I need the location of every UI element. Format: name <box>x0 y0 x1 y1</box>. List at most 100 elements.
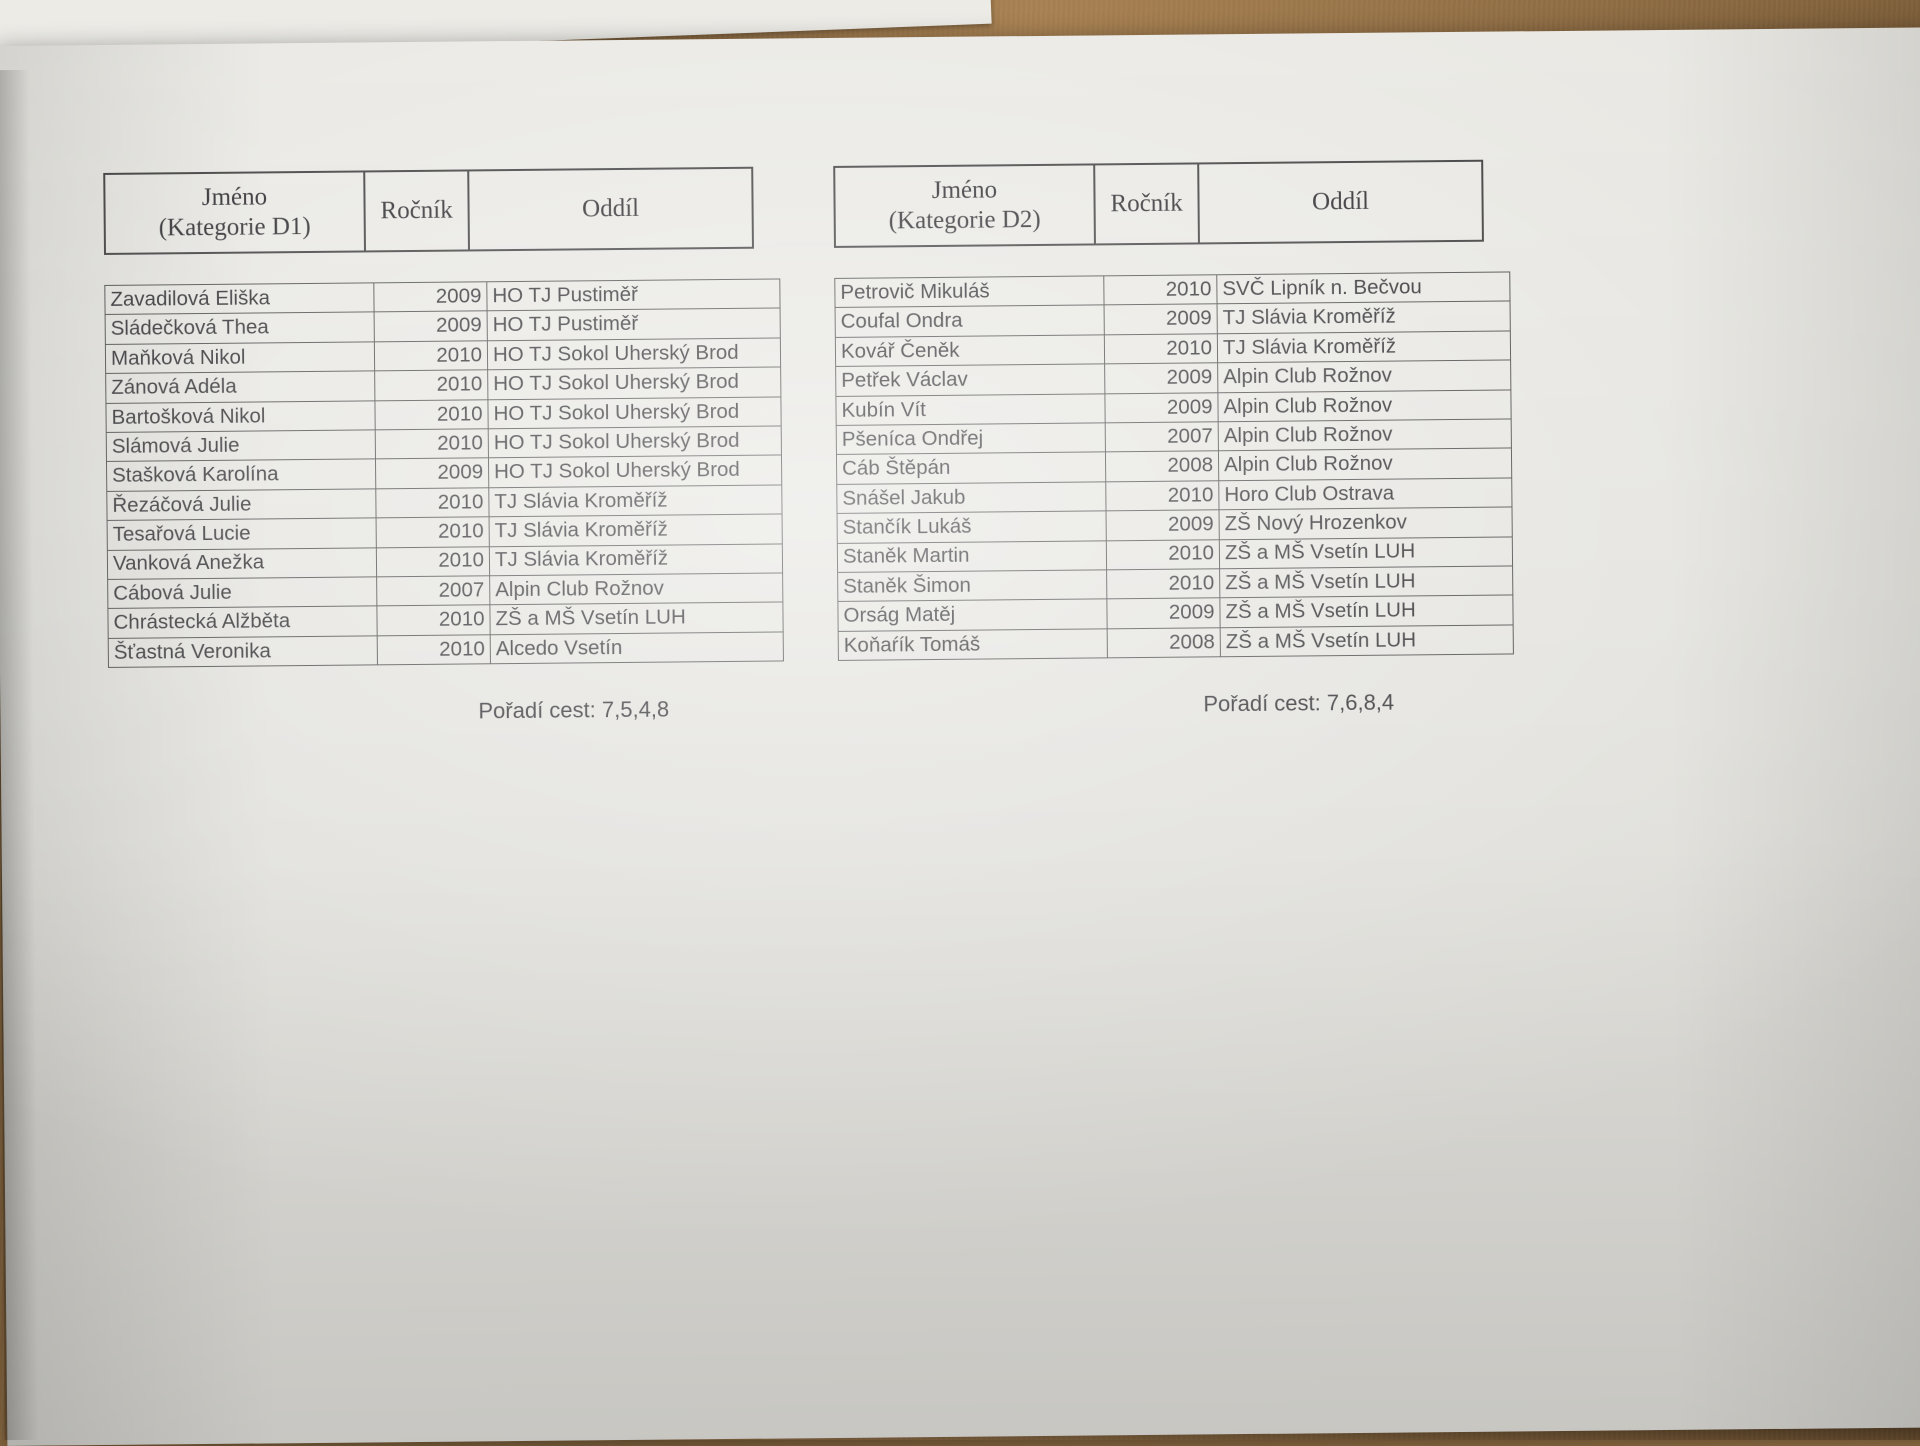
cell-club: TJ Slávia Kroměříž <box>489 514 783 547</box>
cell-name: Stančík Lukáš <box>837 510 1107 543</box>
cell-name: Slámová Julie <box>106 429 376 462</box>
footnote-d1: Pořadí cest: 7,5,4,8 <box>478 696 670 724</box>
cell-year: 2010 <box>374 340 488 372</box>
cell-year: 2010 <box>376 516 490 548</box>
cell-year: 2009 <box>1106 509 1220 541</box>
cell-club: TJ Slávia Kroměříž <box>488 484 783 517</box>
cell-name: Bartošková Nikol <box>105 400 376 433</box>
cell-year: 2010 <box>1106 568 1220 600</box>
cell-club: TJ Slávia Kroměříž <box>1217 301 1511 334</box>
cell-club: HO TJ Pustiměř <box>487 308 781 341</box>
cell-name: Kubín Vít <box>835 393 1106 426</box>
cell-club: Alpin Club Rožnov <box>1217 389 1512 422</box>
cell-club: ZŠ a MŠ Vsetín LUH <box>1219 565 1513 599</box>
cell-club: HO TJ Sokol Uherský Brod <box>487 396 782 429</box>
cell-name: Koňaŕík Tomáš <box>838 628 1108 661</box>
header-name-line2: (Kategorie D1) <box>158 212 311 242</box>
cell-club: Alcedo Vsetín <box>490 631 784 664</box>
header-row: Jméno (Kategorie D1) Ročník Oddíl <box>104 167 753 254</box>
cell-name: Petřek Václav <box>835 364 1105 396</box>
header-cell-name: Jméno (Kategorie D2) <box>834 164 1095 247</box>
header-name-line2: (Kategorie D2) <box>888 205 1041 235</box>
cell-year: 2010 <box>376 605 491 636</box>
cell-year: 2010 <box>376 546 490 577</box>
cell-name: Staněk Martin <box>837 540 1107 573</box>
cell-club: Horo Club Ostrava <box>1218 477 1512 510</box>
header-row: Jméno (Kategorie D2) Ročník Oddíl <box>834 160 1483 247</box>
cell-name: Řezáčová Julie <box>106 488 377 521</box>
header-cell-club: Oddíl <box>1198 160 1483 244</box>
cell-club: Alpin Club Rožnov <box>1218 418 1512 452</box>
cell-name: Cábová Julie <box>107 576 377 609</box>
document-content: Jméno (Kategorie D1) Ročník Oddíl Zavadi… <box>0 27 1920 1446</box>
cell-club: HO TJ Pustiměř <box>486 278 781 312</box>
cell-year: 2008 <box>1107 627 1221 658</box>
cell-club: ZŠ Nový Hrozenkov <box>1219 507 1513 540</box>
cell-year: 2010 <box>1103 274 1218 306</box>
table-category-d1: Jméno (Kategorie D1) Ročník Oddíl <box>103 167 754 255</box>
cell-year: 2009 <box>373 281 488 313</box>
table-body-d1: Zavadilová Eliška 2009 HO TJ Pustiměř Sláde… <box>104 278 784 668</box>
cell-name: Maňková Nikol <box>105 341 375 374</box>
cell-name: Orság Matěj <box>837 599 1108 632</box>
cell-name: Snášel Jakub <box>836 481 1107 514</box>
cell-club: HO TJ Sokol Uherský Brod <box>488 425 782 459</box>
cell-year: 2009 <box>374 311 488 342</box>
cell-year: 2008 <box>1105 451 1219 482</box>
cell-year: 2009 <box>375 458 489 489</box>
cell-name: Kovář Čeněk <box>835 334 1105 367</box>
cell-name: Zánová Adéla <box>105 371 375 404</box>
cell-year: 2009 <box>1104 362 1218 394</box>
cell-club: TJ Slávia Kroměříž <box>489 543 783 576</box>
header-cell-year: Ročník <box>1094 163 1199 245</box>
header-name-line1: Jméno <box>931 175 998 204</box>
cell-club: SVČ Lipník n. Bečvou <box>1216 271 1511 305</box>
cell-name: Coufal Ondra <box>835 305 1105 338</box>
table-row: Šťastná Veronika 2010 Alcedo Vsetín <box>108 631 784 668</box>
cell-name: Šťastná Veronika <box>108 635 378 668</box>
header-name-line1: Jméno <box>201 182 268 211</box>
cell-name: Cáb Štěpán <box>836 452 1106 485</box>
cell-year: 2010 <box>375 428 489 460</box>
table-row: Koňaŕík Tomáš 2008 ZŠ a MŠ Vsetín LUH <box>838 624 1514 661</box>
cell-year: 2009 <box>1104 392 1219 423</box>
cell-club: Alpin Club Rožnov <box>1217 360 1511 393</box>
cell-club: ZŠ a MŠ Vsetín LUH <box>1220 624 1514 657</box>
cell-name: Tesařová Lucie <box>107 517 377 550</box>
cell-name: Sládečková Thea <box>105 312 375 345</box>
cell-year: 2010 <box>375 487 490 518</box>
cell-club: HO TJ Sokol Uherský Brod <box>487 337 781 370</box>
cell-year: 2010 <box>374 369 488 401</box>
cell-club: HO TJ Sokol Uherský Brod <box>488 455 782 488</box>
cell-club: ZŠ a MŠ Vsetín LUH <box>1219 595 1514 628</box>
cell-year: 2010 <box>1105 480 1220 511</box>
cell-club: HO TJ Sokol Uherský Brod <box>487 367 781 400</box>
cell-year: 2009 <box>1104 304 1218 335</box>
cell-club: ZŠ a MŠ Vsetín LUH <box>1219 536 1513 569</box>
cell-name: Staněk Šimon <box>837 569 1107 602</box>
table-category-d2: Jméno (Kategorie D2) Ročník Oddíl <box>833 160 1484 248</box>
cell-year: 2010 <box>374 399 489 430</box>
table-body-d2: Petrovič Mikuláš 2010 SVČ Lipník n. Bečvou… <box>834 271 1514 661</box>
cell-club: ZŠ a MŠ Vsetín LUH <box>489 602 784 635</box>
cell-name: Petrovič Mikuláš <box>834 275 1105 308</box>
cell-year: 2007 <box>1105 421 1219 453</box>
cell-name: Pšeníca Ondřej <box>836 422 1106 455</box>
footnote-d2: Pořadí cest: 7,6,8,4 <box>1203 689 1395 717</box>
cell-name: Chrástecká Alžběta <box>107 606 378 639</box>
table-header-d1: Jméno (Kategorie D1) Ročník Oddíl <box>103 167 754 255</box>
header-cell-club: Oddíl <box>468 167 753 251</box>
table-body-block-d1: Zavadilová Eliška 2009 HO TJ Pustiměř Sláde… <box>104 278 784 668</box>
cell-year: 2010 <box>1106 539 1220 570</box>
cell-year: 2007 <box>376 575 490 607</box>
cell-club: TJ Slávia Kroměříž <box>1217 330 1511 363</box>
table-header-d2: Jméno (Kategorie D2) Ročník Oddíl <box>833 160 1484 248</box>
cell-year: 2010 <box>1104 333 1218 365</box>
cell-name: Zavadilová Eliška <box>104 282 375 315</box>
cell-name: Stašková Karolína <box>106 459 376 492</box>
header-cell-name: Jméno (Kategorie D1) <box>104 171 365 254</box>
cell-club: Alpin Club Rožnov <box>489 572 783 606</box>
cell-club: Alpin Club Rožnov <box>1218 448 1512 481</box>
header-cell-year: Ročník <box>364 170 469 252</box>
cell-name: Vanková Anežka <box>107 547 377 580</box>
